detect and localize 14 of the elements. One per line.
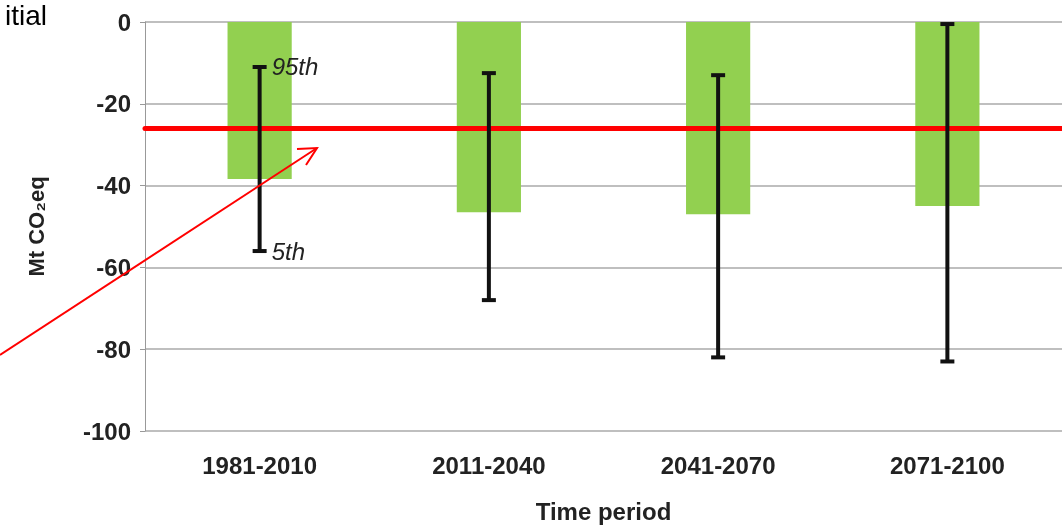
x-tick-label: 2071-2100 <box>889 451 1005 479</box>
y-tick-label: -60 <box>96 253 131 281</box>
y-tick-label: -40 <box>96 172 131 200</box>
y-axis-title: Mt CO₂eq <box>23 176 49 277</box>
x-tick-label: 1981-2010 <box>202 451 318 479</box>
x-tick-label: 2041-2070 <box>660 451 776 479</box>
text: itial <box>5 0 48 31</box>
x-tick-label: 2011-2040 <box>432 451 546 479</box>
y-tick-label: -20 <box>96 90 131 118</box>
y-tick-label: 0 <box>117 8 131 36</box>
y-tick-label: -100 <box>82 417 131 445</box>
annotation: 5th <box>271 237 305 265</box>
x-axis-title: Time period <box>535 497 672 525</box>
y-tick-label: -80 <box>96 335 131 363</box>
